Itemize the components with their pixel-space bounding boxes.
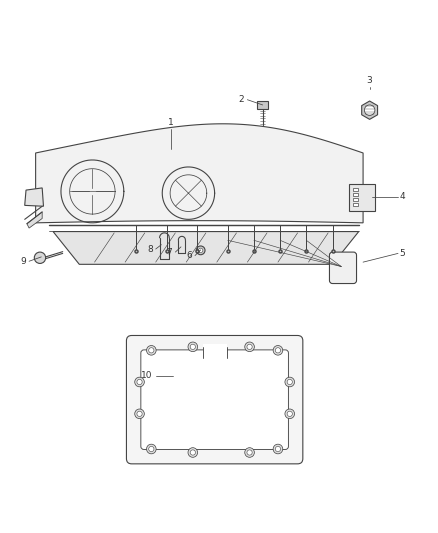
Circle shape [276, 446, 281, 451]
Circle shape [149, 446, 154, 451]
Circle shape [276, 348, 281, 353]
Circle shape [273, 345, 283, 355]
Text: 8: 8 [147, 245, 152, 254]
Bar [257, 101, 268, 109]
FancyBboxPatch shape [329, 252, 357, 284]
Circle shape [287, 379, 292, 385]
FancyBboxPatch shape [349, 184, 375, 211]
Circle shape [285, 377, 294, 387]
Text: 9: 9 [20, 257, 26, 266]
Circle shape [190, 344, 195, 350]
Bar [203, 344, 226, 359]
Bar [353, 198, 358, 201]
Circle shape [190, 450, 195, 455]
Polygon shape [35, 124, 363, 223]
Text: 3: 3 [367, 76, 372, 85]
Circle shape [149, 348, 154, 353]
Text: 1: 1 [168, 118, 174, 127]
Text: 5: 5 [399, 249, 405, 258]
Bar [353, 193, 358, 196]
Circle shape [147, 345, 156, 355]
Text: 4: 4 [399, 192, 405, 201]
Circle shape [188, 448, 198, 457]
Text: 2: 2 [239, 95, 244, 104]
FancyBboxPatch shape [127, 335, 303, 464]
Polygon shape [362, 101, 378, 119]
Text: 10: 10 [141, 371, 152, 380]
Polygon shape [27, 212, 42, 228]
Text: 7: 7 [166, 248, 172, 256]
Circle shape [135, 377, 145, 387]
Circle shape [147, 444, 156, 454]
Circle shape [137, 411, 142, 416]
Circle shape [245, 448, 254, 457]
Circle shape [188, 342, 198, 352]
Circle shape [135, 409, 145, 418]
Circle shape [285, 409, 294, 418]
Circle shape [247, 344, 252, 350]
Circle shape [287, 411, 292, 416]
Circle shape [198, 248, 203, 253]
Circle shape [247, 450, 252, 455]
Circle shape [34, 252, 46, 263]
FancyBboxPatch shape [141, 350, 288, 449]
Bar [353, 188, 358, 191]
Text: 6: 6 [186, 251, 192, 260]
Circle shape [196, 246, 205, 255]
Circle shape [273, 444, 283, 454]
Circle shape [245, 342, 254, 352]
Polygon shape [53, 231, 359, 264]
Circle shape [364, 105, 375, 116]
Circle shape [137, 379, 142, 385]
Polygon shape [25, 188, 43, 206]
Bar [353, 203, 358, 206]
